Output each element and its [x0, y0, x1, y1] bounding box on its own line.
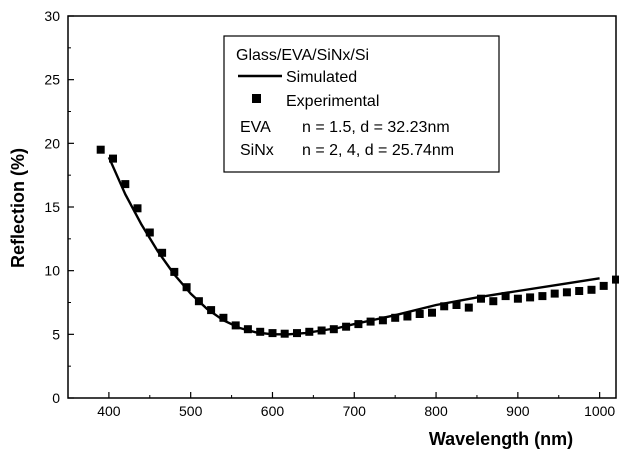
experimental-point [562, 288, 571, 297]
experimental-point [575, 287, 584, 295]
legend-experimental-marker-swatch [252, 94, 261, 103]
annotation-eva-params: n = 1.5, d = 32.23nm [302, 119, 450, 136]
experimental-point [293, 329, 301, 338]
experimental-point [305, 327, 314, 336]
x-tick-label: 700 [343, 403, 367, 419]
experimental-point [342, 322, 351, 331]
experimental-point [256, 327, 265, 336]
x-tick-label: 800 [424, 403, 448, 419]
axes: 400 500 600 700 800 900 1000 0 5 10 15 20 25 30 [44, 8, 617, 419]
y-axis-title: Reflection (%) [8, 148, 28, 268]
experimental-point [158, 248, 167, 257]
experimental-point [182, 283, 191, 292]
annotation-eva-material: EVA [240, 119, 271, 136]
experimental-point [452, 301, 461, 309]
experimental-point [538, 292, 547, 301]
x-tick-label: 500 [179, 403, 203, 419]
experimental-point [464, 303, 473, 312]
experimental-point [243, 325, 252, 334]
experimental-point [391, 313, 400, 322]
experimental-point [231, 321, 240, 330]
experimental-point [280, 329, 289, 338]
experimental-point [317, 326, 326, 335]
legend-experimental-label: Experimental [286, 93, 379, 110]
simulated-line [107, 156, 600, 336]
experimental-point [550, 289, 559, 298]
experimental-point [403, 312, 412, 321]
experimental-point [329, 325, 338, 334]
x-tick-label: 600 [261, 403, 285, 419]
annotation-sinx-params: n = 2, 4, d = 25.74nm [302, 142, 454, 159]
experimental-point [96, 145, 105, 154]
experimental-point [477, 294, 485, 303]
experimental-point [501, 292, 510, 301]
legend-simulated-label: Simulated [286, 69, 357, 86]
y-tick-label: 30 [44, 8, 60, 24]
legend-box [223, 35, 500, 173]
y-tick-label: 10 [44, 263, 60, 279]
experimental-point [526, 293, 535, 302]
experimental-point [366, 317, 375, 326]
experimental-point [489, 297, 498, 306]
experimental-point [354, 320, 363, 329]
experimental-point [194, 297, 203, 306]
experimental-point [109, 154, 117, 163]
experimental-point [612, 275, 619, 284]
legend: Glass/EVA/SiNx/Si Simulated Experimental… [223, 35, 500, 173]
experimental-point [219, 313, 228, 322]
x-tick-label: 900 [506, 403, 530, 419]
experimental-point [145, 228, 154, 237]
experimental-point [268, 329, 277, 338]
experimental-point [207, 306, 216, 315]
experimental-point [133, 204, 142, 213]
series-layer [96, 145, 619, 338]
annotation-sinx-material: SiNx [240, 142, 274, 159]
experimental-point [440, 302, 449, 311]
experimental-point [378, 316, 387, 325]
experimental-point [587, 285, 596, 294]
experimental-point [599, 281, 608, 290]
x-tick-label: 400 [97, 403, 121, 419]
x-tick-label: 1000 [584, 403, 615, 419]
experimental-point [513, 294, 522, 303]
y-tick-label: 25 [44, 72, 60, 88]
y-tick-label: 15 [44, 199, 60, 215]
y-tick-label: 20 [44, 135, 60, 151]
experimental-point [415, 310, 424, 318]
y-tick-label: 0 [52, 390, 60, 406]
experimental-point [428, 308, 436, 317]
experimental-point [121, 180, 130, 189]
y-tick-label: 5 [52, 326, 60, 342]
experimental-point [170, 267, 179, 276]
legend-title: Glass/EVA/SiNx/Si [236, 47, 369, 64]
x-axis-title: Wavelength (nm) [429, 429, 573, 449]
